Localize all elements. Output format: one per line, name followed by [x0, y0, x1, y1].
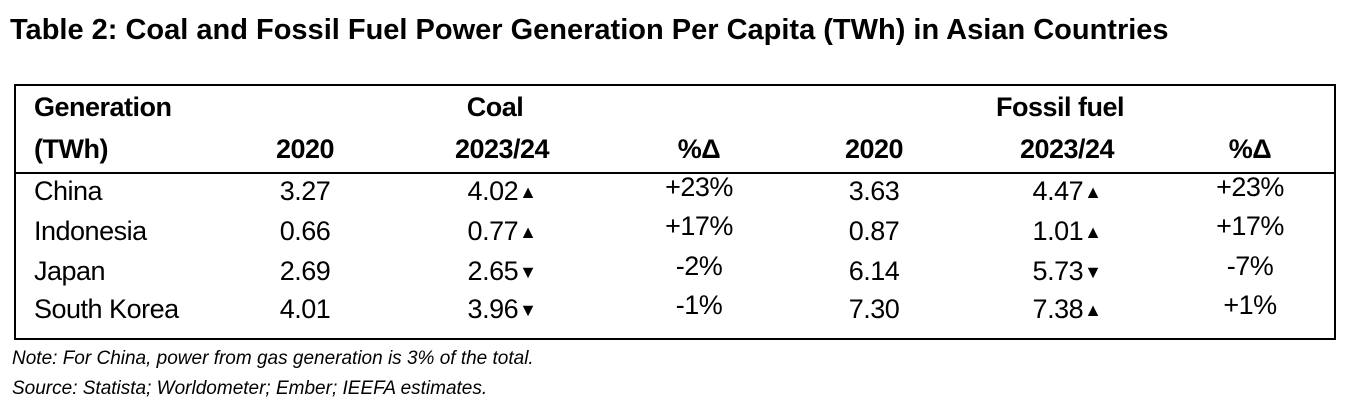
cell-coal-pct-change: -1% — [675, 290, 723, 320]
cell-coal-2023-24: 2.65▼ — [468, 256, 537, 287]
cell-coal-pct-change: -2% — [675, 251, 723, 281]
up-triangle-icon: ▲ — [1084, 222, 1102, 242]
cell-value: 4.02 — [467, 176, 519, 206]
cell-coal-2023-24: 0.77▲ — [468, 216, 537, 247]
cell-fossil-pct-change: +1% — [1223, 290, 1277, 320]
cell-fossil-2023-24: 4.47▲ — [1033, 176, 1102, 207]
note-text: Note: For China, power from gas generati… — [12, 348, 534, 369]
up-triangle-icon: ▲ — [1084, 300, 1102, 320]
row-country: Japan — [34, 256, 106, 286]
cell-fossil-2023-24: 7.38▲ — [1033, 294, 1102, 325]
cell-fossil-pct-change: +23% — [1216, 172, 1284, 202]
header-divider — [16, 172, 1334, 174]
group-header-fossil: Fossil fuel — [995, 92, 1125, 122]
up-triangle-icon: ▲ — [519, 222, 537, 242]
cell-fossil-2023-24: 1.01▲ — [1033, 216, 1102, 247]
cell-fossil-2020: 7.30 — [848, 294, 900, 324]
col-header-coal-pct-change: %Δ — [677, 134, 721, 164]
row-header-line2: (TWh) — [34, 134, 108, 164]
col-header-fossil-2023-24: 2023/24 — [1019, 134, 1115, 164]
cell-value: 1.01 — [1032, 216, 1084, 246]
cell-fossil-pct-change: -7% — [1226, 251, 1274, 281]
up-triangle-icon: ▲ — [1084, 182, 1102, 202]
cell-value: 0.77 — [467, 216, 519, 246]
table-title: Table 2: Coal and Fossil Fuel Power Gene… — [10, 14, 1169, 46]
cell-fossil-2020: 0.87 — [848, 216, 900, 246]
cell-fossil-2020: 3.63 — [848, 176, 900, 206]
cell-coal-2023-24: 4.02▲ — [468, 176, 537, 207]
col-header-fossil-pct-change: %Δ — [1228, 134, 1272, 164]
col-header-coal-2023-24: 2023/24 — [454, 134, 550, 164]
cell-value: 4.47 — [1032, 176, 1084, 206]
cell-fossil-pct-change: +17% — [1216, 211, 1284, 241]
row-country: South Korea — [34, 294, 179, 324]
group-header-coal: Coal — [466, 92, 524, 122]
cell-coal-pct-change: +17% — [665, 211, 733, 241]
cell-coal-pct-change: +23% — [665, 172, 733, 202]
cell-coal-2020: 0.66 — [279, 216, 331, 246]
row-header-line1: Generation — [34, 92, 172, 122]
cell-value: 5.73 — [1032, 256, 1084, 286]
col-header-fossil-2020: 2020 — [844, 134, 904, 164]
down-triangle-icon: ▼ — [1084, 262, 1102, 282]
source-text: Source: Statista; Worldometer; Ember; IE… — [12, 378, 488, 399]
cell-coal-2020: 3.27 — [279, 176, 331, 206]
down-triangle-icon: ▼ — [519, 262, 537, 282]
cell-value: 3.96 — [467, 294, 519, 324]
data-table: Generation (TWh) Coal Fossil fuel 2020 2… — [14, 84, 1336, 340]
row-country: China — [34, 176, 103, 206]
cell-value: 2.65 — [467, 256, 519, 286]
cell-fossil-2023-24: 5.73▼ — [1033, 256, 1102, 287]
cell-fossil-2020: 6.14 — [848, 256, 900, 286]
col-header-coal-2020: 2020 — [275, 134, 335, 164]
down-triangle-icon: ▼ — [519, 300, 537, 320]
cell-coal-2023-24: 3.96▼ — [468, 294, 537, 325]
footnotes: Note: For China, power from gas generati… — [12, 344, 534, 404]
cell-value: 7.38 — [1032, 294, 1084, 324]
up-triangle-icon: ▲ — [519, 182, 537, 202]
row-country: Indonesia — [34, 216, 147, 246]
cell-coal-2020: 4.01 — [279, 294, 331, 324]
cell-coal-2020: 2.69 — [279, 256, 331, 286]
